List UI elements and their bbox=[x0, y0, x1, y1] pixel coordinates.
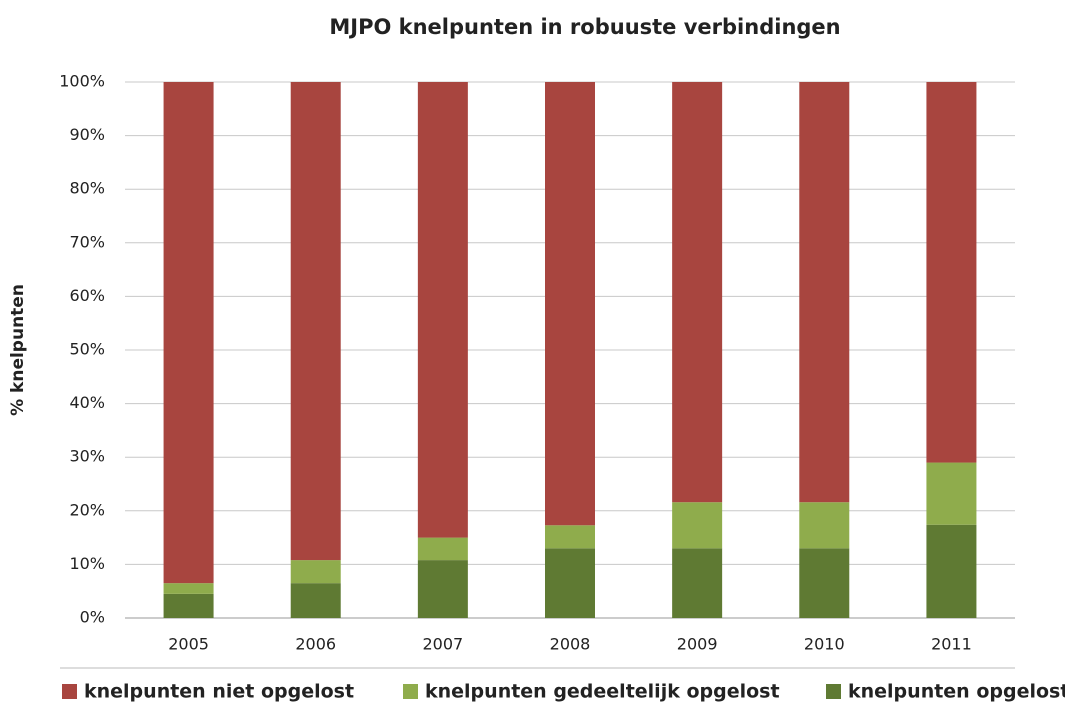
bar-segment bbox=[163, 82, 214, 584]
y-tick-label: 100% bbox=[59, 72, 105, 91]
y-axis-label: % knelpunten bbox=[8, 284, 28, 416]
x-tick-label: 2011 bbox=[931, 635, 972, 654]
bar-segment bbox=[926, 82, 977, 463]
legend-swatch bbox=[62, 684, 77, 699]
bar-segment bbox=[672, 502, 723, 549]
bar-segment bbox=[545, 525, 595, 549]
legend-label: knelpunten gedeeltelijk opgelost bbox=[425, 681, 780, 703]
x-tick-label: 2006 bbox=[295, 635, 336, 654]
x-tick-label: 2005 bbox=[168, 635, 209, 654]
x-tick-label: 2008 bbox=[550, 635, 591, 654]
y-tick-label: 70% bbox=[69, 232, 105, 251]
bar-segment bbox=[672, 548, 723, 618]
bar-segment bbox=[799, 82, 850, 503]
bar-segment bbox=[290, 82, 341, 561]
bar-segment bbox=[672, 82, 723, 503]
x-tick-label: 2007 bbox=[422, 635, 463, 654]
bar-segment bbox=[926, 462, 977, 525]
legend-swatch bbox=[826, 684, 841, 699]
y-tick-label: 10% bbox=[69, 554, 105, 573]
y-tick-label: 90% bbox=[69, 125, 105, 144]
x-tick-label: 2009 bbox=[677, 635, 718, 654]
bar-segment bbox=[799, 548, 850, 618]
legend-label: knelpunten opgelost bbox=[848, 681, 1065, 703]
x-tick-label: 2010 bbox=[804, 635, 845, 654]
bar-segment bbox=[417, 537, 468, 561]
chart-title: MJPO knelpunten in robuuste verbindingen bbox=[329, 15, 840, 39]
bar-segment bbox=[799, 502, 850, 549]
legend-label: knelpunten niet opgelost bbox=[84, 681, 354, 703]
legend-swatch bbox=[403, 684, 418, 699]
bar-segment bbox=[417, 82, 468, 538]
y-tick-label: 30% bbox=[69, 447, 105, 466]
bar-segment bbox=[290, 560, 341, 584]
y-tick-label: 20% bbox=[69, 500, 105, 519]
bar-segment bbox=[163, 593, 214, 618]
bar-segment bbox=[417, 560, 468, 618]
y-tick-label: 60% bbox=[69, 286, 105, 305]
y-tick-label: 0% bbox=[80, 608, 105, 627]
bar-segment bbox=[290, 583, 341, 618]
bar-segment bbox=[545, 82, 595, 526]
y-tick-label: 50% bbox=[69, 340, 105, 359]
bar-segment bbox=[926, 524, 977, 618]
y-tick-label: 80% bbox=[69, 179, 105, 198]
bar-segment bbox=[163, 583, 214, 594]
y-tick-label: 40% bbox=[69, 393, 105, 412]
bar-segment bbox=[545, 548, 595, 618]
